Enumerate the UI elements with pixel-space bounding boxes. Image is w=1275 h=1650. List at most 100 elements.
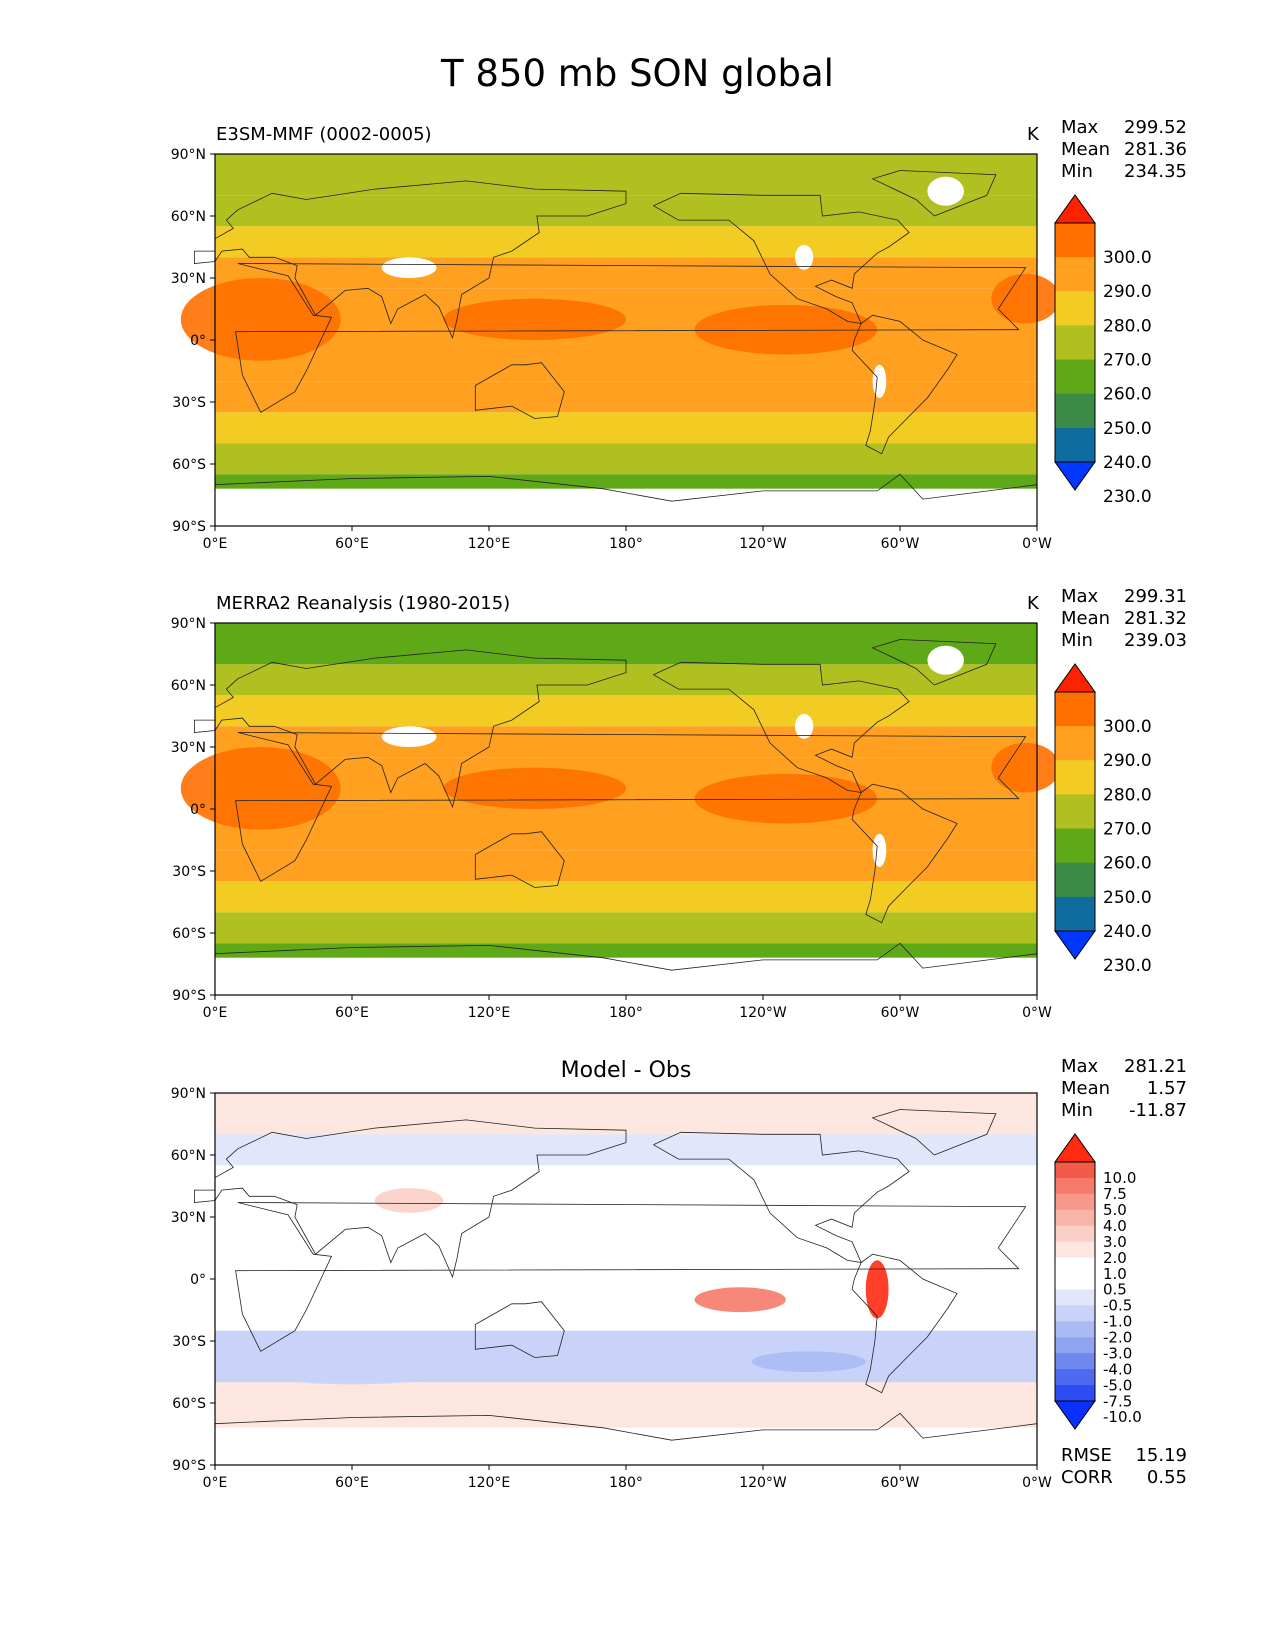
lon-tick-label: 60°E bbox=[335, 1475, 369, 1491]
coastline-antarctica-edge bbox=[214, 473, 1038, 502]
zonal-band bbox=[215, 623, 1037, 665]
colorbar-segment bbox=[1055, 1305, 1095, 1322]
lat-tick-label: 30°S bbox=[172, 1334, 206, 1350]
warm-region bbox=[694, 304, 878, 355]
colorbar-extend-min bbox=[1054, 461, 1096, 491]
lon-tick-label: 180° bbox=[609, 1005, 643, 1021]
panel-obs-max-value: 299.31 bbox=[1124, 586, 1187, 607]
coastline-eurasia bbox=[193, 649, 627, 809]
coastline-north-america bbox=[653, 661, 910, 794]
panel-model-mean-value: 281.36 bbox=[1124, 139, 1187, 160]
lat-tick-label: 90°N bbox=[171, 616, 206, 632]
warm-region bbox=[991, 742, 1060, 793]
colorbar-label: 230.0 bbox=[1103, 956, 1152, 976]
lat-tick-label: 0° bbox=[190, 333, 206, 349]
lat-tick-label: 0° bbox=[190, 1272, 206, 1288]
colorbar-segment bbox=[1055, 1162, 1095, 1179]
lon-tick-label: 60°E bbox=[335, 536, 369, 552]
masked-topography bbox=[381, 257, 437, 278]
colorbar-extend-max bbox=[1054, 194, 1096, 224]
lon-tick-label: 120°W bbox=[739, 536, 787, 552]
anomaly-region bbox=[865, 1260, 889, 1319]
antarctica-mask bbox=[215, 488, 1037, 526]
panel-obs-min-value: 239.03 bbox=[1124, 630, 1187, 651]
lon-tick-label: 0°E bbox=[203, 536, 228, 552]
masked-topography bbox=[927, 176, 964, 206]
colorbar-label: 240.0 bbox=[1103, 453, 1152, 473]
lat-tick-label: 90°S bbox=[172, 988, 206, 1004]
map-panel-obs: 90°N 60°N 30°N 0° 30°S 60°S 90°S0°E 60°E 120°E 18… bbox=[171, 616, 1060, 1021]
panel-obs-left-title: MERRA2 Reanalysis (1980-2015) bbox=[216, 593, 511, 614]
colorbar-label: 1.0 bbox=[1103, 1265, 1127, 1283]
warm-region bbox=[180, 278, 341, 361]
lat-tick-label: 0° bbox=[190, 802, 206, 818]
lon-tick-label: 60°E bbox=[335, 1005, 369, 1021]
zonal-band bbox=[215, 850, 1037, 882]
coastline-africa bbox=[235, 732, 1027, 882]
panel-model-min-value: 234.35 bbox=[1124, 161, 1187, 182]
colorbar-segment bbox=[1055, 1225, 1095, 1243]
colorbar-label: -5.0 bbox=[1103, 1376, 1132, 1394]
lat-tick-label: 60°N bbox=[171, 1148, 206, 1164]
coastline-greenland bbox=[871, 1109, 997, 1156]
lon-tick-label: 0°W bbox=[1022, 1005, 1052, 1021]
colorbar-segment bbox=[1055, 760, 1095, 795]
colorbar-label: 0.5 bbox=[1103, 1281, 1127, 1299]
panel-diff-corr-value: 0.55 bbox=[1146, 1467, 1187, 1488]
colorbar-segment bbox=[1055, 692, 1095, 727]
zonal-band bbox=[215, 381, 1037, 413]
colorbar-label: 250.0 bbox=[1103, 888, 1152, 908]
masked-topography bbox=[381, 726, 437, 747]
colorbar-label: -0.5 bbox=[1103, 1297, 1132, 1315]
masked-topography bbox=[794, 244, 814, 270]
colorbar-segment bbox=[1055, 1257, 1095, 1275]
lat-tick-label: 30°N bbox=[171, 740, 206, 756]
colorbar-label: 230.0 bbox=[1103, 487, 1152, 507]
panel-diff-max-label: Max bbox=[1061, 1056, 1099, 1077]
colorbar-obs: 300.0 290.0 280.0 270.0 260.0 250.0 240.0 230.0 bbox=[1054, 663, 1152, 976]
colorbar-label: 270.0 bbox=[1103, 351, 1152, 371]
anomaly-region bbox=[374, 1188, 444, 1213]
panel-model-units: K bbox=[1027, 124, 1039, 145]
lon-tick-label: 0°E bbox=[203, 1005, 228, 1021]
colorbar-label: 5.0 bbox=[1103, 1201, 1127, 1219]
antarctica-mask bbox=[215, 1427, 1037, 1465]
zonal-band bbox=[215, 474, 1037, 489]
colorbar-label: 10.0 bbox=[1103, 1169, 1136, 1187]
panel-diff-mean-value: 1.57 bbox=[1146, 1078, 1187, 1099]
colorbar-segment bbox=[1055, 828, 1095, 864]
warm-region bbox=[991, 273, 1060, 324]
colorbar-label: 280.0 bbox=[1103, 316, 1152, 336]
anomaly-region bbox=[694, 1287, 786, 1313]
lat-tick-label: 60°S bbox=[172, 1396, 206, 1412]
colorbar-segment bbox=[1055, 1273, 1095, 1290]
zonal-band bbox=[215, 881, 1037, 913]
colorbar-label: 240.0 bbox=[1103, 922, 1152, 942]
colorbar-label: 290.0 bbox=[1103, 751, 1152, 771]
lat-tick-label: 90°N bbox=[171, 1086, 206, 1102]
panel-obs-max-label: Max bbox=[1061, 586, 1099, 607]
panel-diff-min-value: -11.87 bbox=[1128, 1100, 1187, 1121]
warm-region bbox=[443, 767, 626, 809]
panel-diff-rmse-label: RMSE bbox=[1061, 1445, 1112, 1466]
colorbar-segment bbox=[1055, 1385, 1095, 1402]
colorbar-segment bbox=[1055, 1209, 1095, 1227]
colorbar-segment bbox=[1055, 794, 1095, 830]
lat-tick-label: 60°N bbox=[171, 678, 206, 694]
panel-obs-units: K bbox=[1027, 593, 1039, 614]
coastline-australia bbox=[474, 1301, 565, 1358]
colorbar-label: 280.0 bbox=[1103, 785, 1152, 805]
lon-tick-label: 120°E bbox=[468, 536, 511, 552]
warm-region bbox=[443, 298, 626, 340]
warm-region bbox=[180, 747, 341, 830]
colorbar-segment bbox=[1055, 359, 1095, 395]
map-panel-model: 90°N 60°N 30°N 0° 30°S 60°S 90°S0°E 60°E 120°E 18… bbox=[171, 147, 1060, 552]
colorbar-extend-max bbox=[1054, 663, 1096, 693]
lon-tick-label: 60°W bbox=[881, 1005, 920, 1021]
colorbar-label: 270.0 bbox=[1103, 820, 1152, 840]
zonal-band bbox=[215, 726, 1037, 758]
coastline-australia bbox=[474, 831, 565, 888]
panel-diff-max-value: 281.21 bbox=[1124, 1056, 1187, 1077]
masked-topography bbox=[872, 833, 887, 867]
lat-tick-label: 30°N bbox=[171, 271, 206, 287]
